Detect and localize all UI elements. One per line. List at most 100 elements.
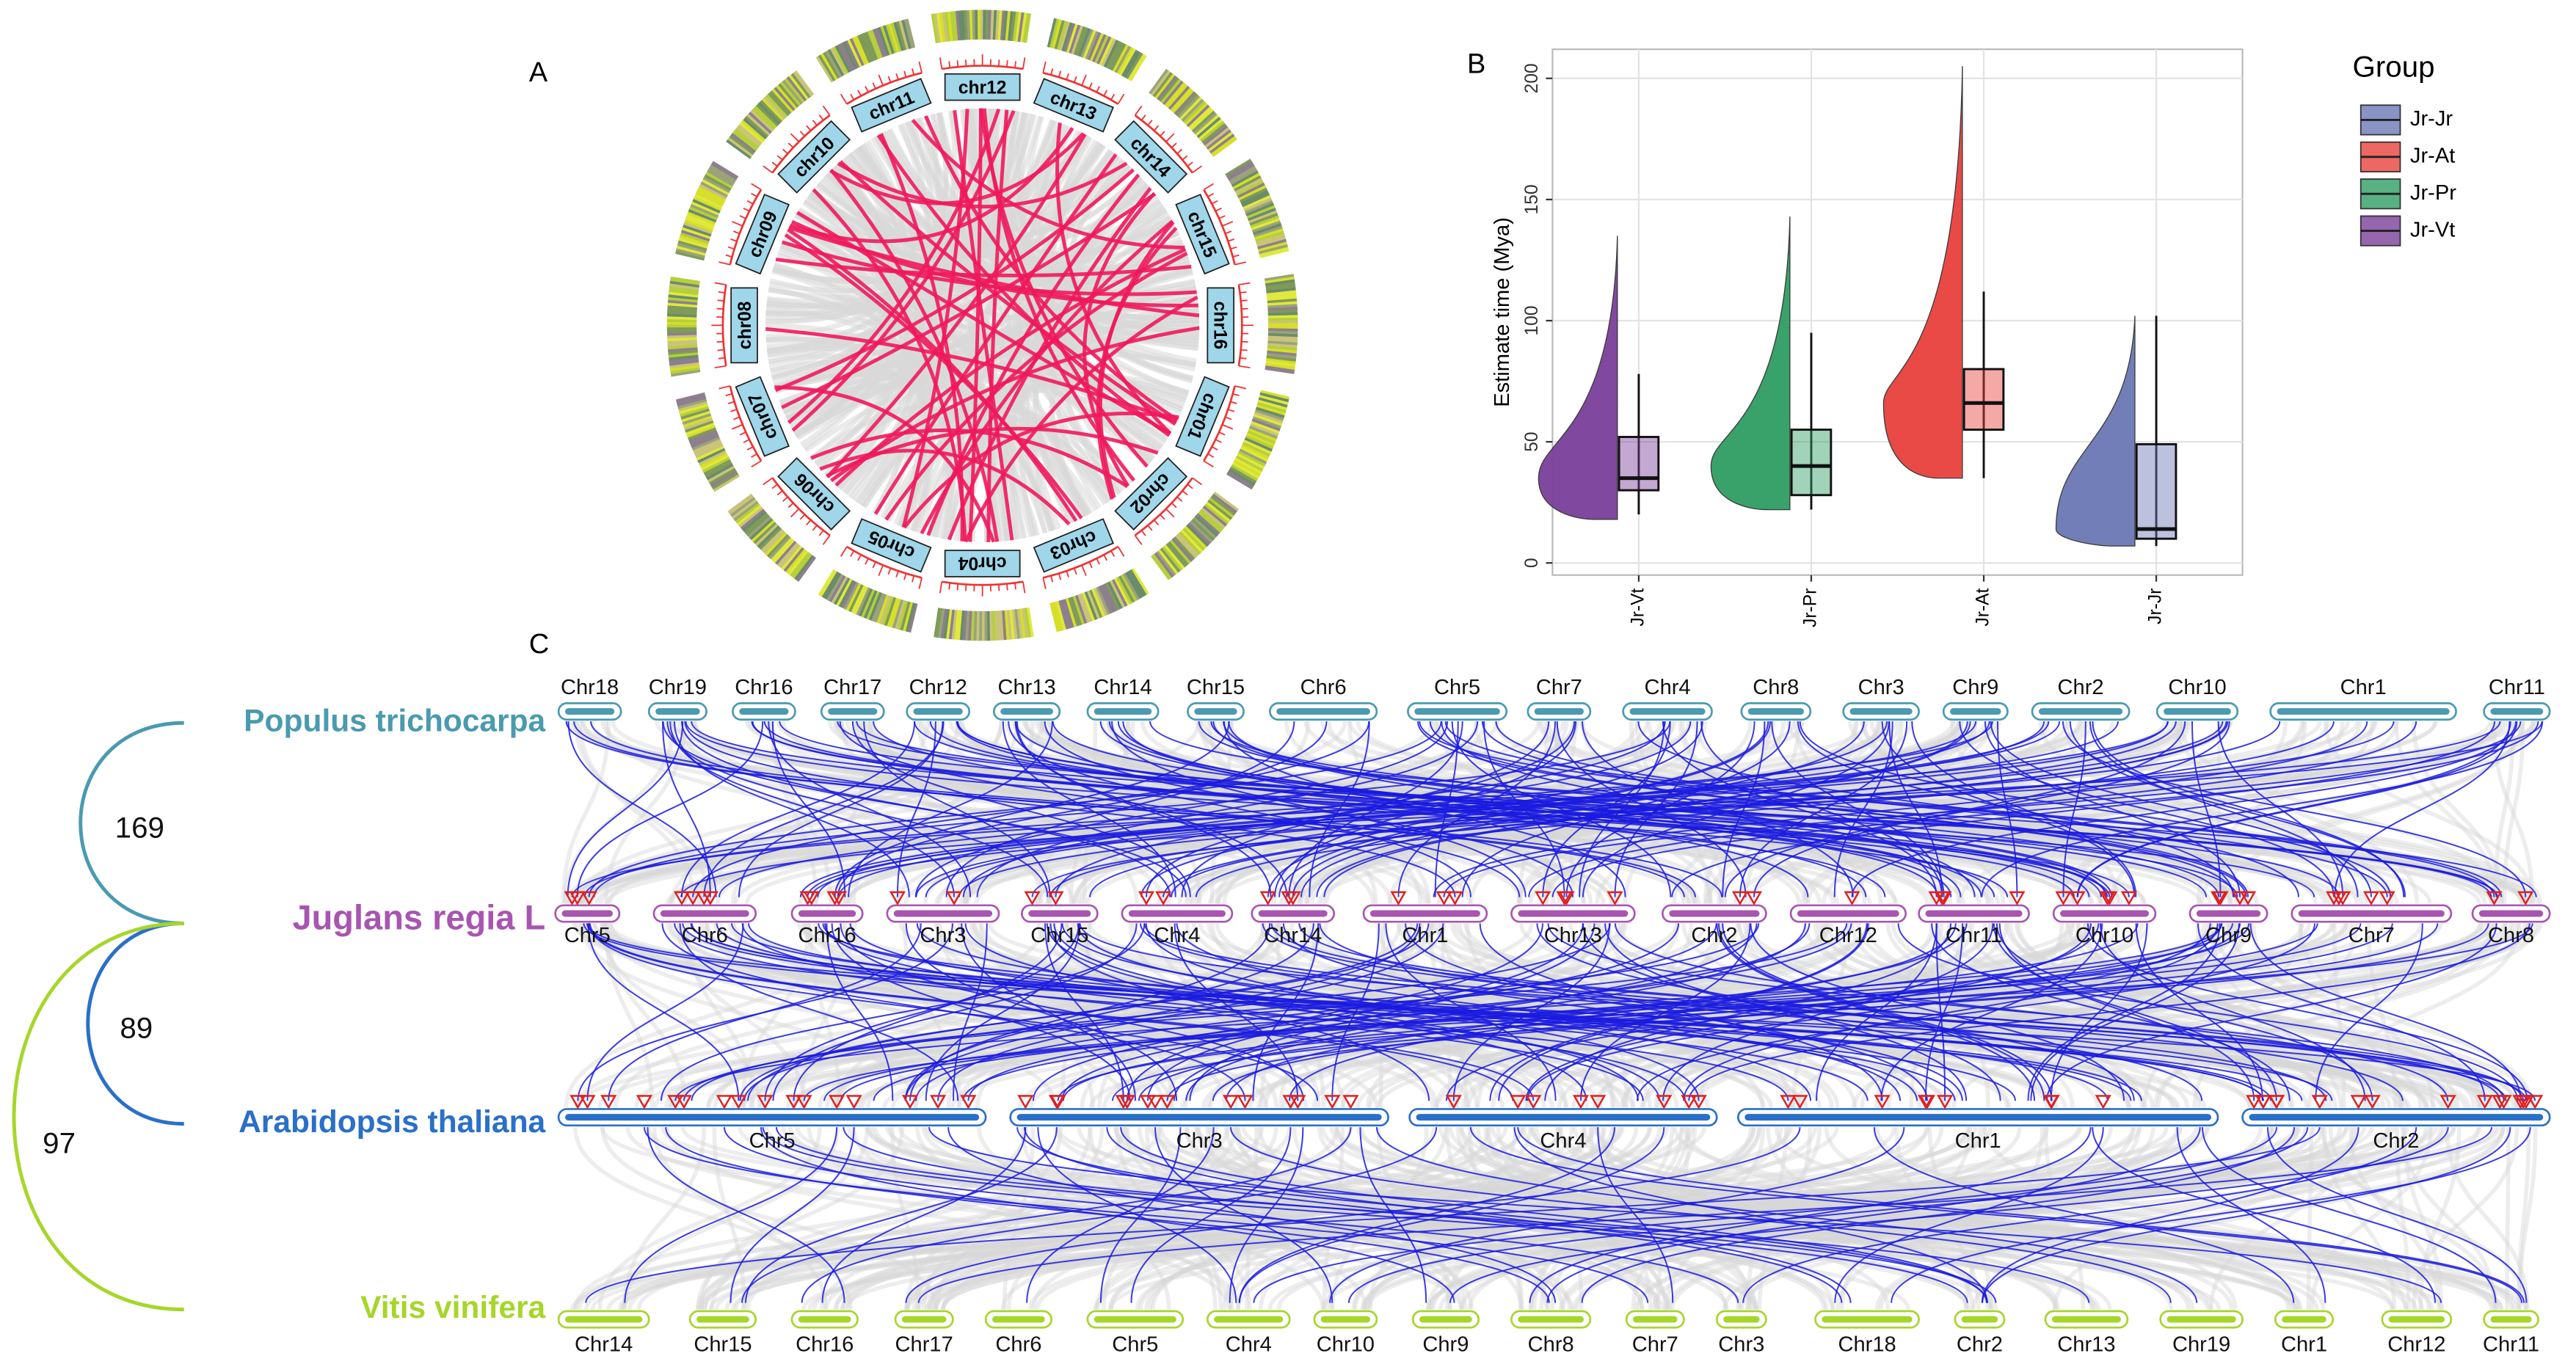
species-label: Arabidopsis thaliana: [239, 1104, 545, 1140]
chromosome-fill: [655, 708, 700, 715]
density: [1256, 236, 1287, 249]
tick: [1110, 93, 1116, 101]
density: [1188, 106, 1213, 131]
density: [1201, 123, 1228, 145]
synteny-link: [680, 721, 1171, 897]
density: [677, 399, 708, 412]
marker: [579, 1095, 596, 1109]
density: [947, 609, 955, 640]
tick: [1147, 120, 1153, 126]
background-link: [1361, 1126, 1987, 1310]
background-link: [840, 1126, 1620, 1310]
background-link: [1543, 721, 1975, 904]
chromosome-fill: [2478, 910, 2544, 917]
synteny-link: [1316, 721, 1968, 897]
marker: [1525, 1095, 1542, 1109]
background-link: [915, 1126, 1653, 1310]
tick: [1006, 60, 1008, 68]
tick: [1066, 73, 1069, 80]
tick: [918, 61, 923, 73]
density: [689, 205, 718, 221]
background-link: [724, 1126, 1793, 1311]
chromosome-label: Chr1: [2340, 676, 2387, 699]
background-link: [1335, 1126, 2059, 1310]
density: [1227, 163, 1256, 183]
tick: [812, 525, 818, 531]
chromosome-label: Chr11: [1946, 924, 2002, 947]
density: [690, 203, 719, 218]
synteny-link: [925, 923, 1081, 1101]
chromosome-label: Chr9: [2205, 924, 2252, 947]
background-link: [1540, 721, 1994, 904]
tick: [1176, 148, 1183, 155]
density: [1099, 37, 1116, 67]
synteny-link: [2176, 1127, 2326, 1303]
density: [1092, 34, 1108, 63]
marker: [796, 1095, 812, 1109]
density: [677, 397, 707, 409]
tick: [1182, 490, 1188, 496]
density: [1200, 507, 1226, 530]
background-link: [1298, 923, 2012, 1108]
density: [1206, 129, 1233, 151]
synteny-link: [1993, 923, 2277, 1101]
chromosome-label: Chr6: [995, 1333, 1041, 1357]
tick: [718, 357, 725, 360]
density: [746, 112, 772, 136]
chromosome-fill: [1194, 708, 1237, 715]
tick: [787, 502, 794, 508]
density: [840, 42, 857, 70]
background-link: [1138, 1126, 1756, 1310]
density: [1101, 38, 1118, 68]
density: [677, 238, 708, 252]
density: [1209, 495, 1236, 517]
background-link: [763, 923, 1564, 1108]
background-link: [600, 1126, 1910, 1311]
density: [1149, 68, 1170, 95]
background-link: [1530, 1126, 2234, 1310]
density: [1099, 584, 1116, 613]
background-link: [1428, 1126, 2180, 1310]
density: [942, 12, 950, 42]
density: [992, 10, 999, 40]
synteny-link: [829, 169, 1000, 542]
density: [1211, 136, 1237, 157]
marker: [1844, 891, 1860, 906]
background-link: [1666, 1126, 2274, 1310]
synteny-link: [1375, 1127, 2198, 1303]
density: [1022, 12, 1032, 43]
background-link: [904, 1127, 1063, 1310]
density: [1112, 44, 1130, 73]
background-link: [583, 922, 1808, 1108]
density: [679, 233, 709, 247]
background-link: [1802, 923, 2284, 1108]
synteny-link: [1924, 923, 1964, 1101]
tick: [714, 282, 727, 285]
density: [939, 608, 947, 638]
synteny-link: [796, 211, 1171, 436]
density: [898, 20, 911, 50]
density: [888, 598, 901, 628]
density: [1080, 29, 1095, 59]
synteny-link: [1688, 923, 2530, 1101]
marker: [1937, 1095, 1954, 1109]
density: [726, 138, 753, 159]
x-tick-label: Jr-Vt: [1628, 588, 1648, 626]
tick: [1103, 554, 1108, 561]
density: [1157, 549, 1179, 575]
density: [739, 507, 765, 530]
box: [1790, 429, 1833, 497]
background-link: [1281, 923, 2150, 1108]
density: [780, 544, 803, 570]
marker: [1342, 1095, 1359, 1109]
density: [705, 170, 734, 189]
background-link: [1951, 923, 2539, 1108]
background-link: [1555, 1127, 1584, 1310]
density: [901, 601, 913, 632]
tick: [739, 431, 746, 436]
background-link: [1636, 1126, 2299, 1310]
density: [1096, 586, 1113, 615]
background-link: [1597, 923, 2009, 1108]
density: [666, 317, 697, 323]
synteny-link: [1419, 721, 2495, 897]
